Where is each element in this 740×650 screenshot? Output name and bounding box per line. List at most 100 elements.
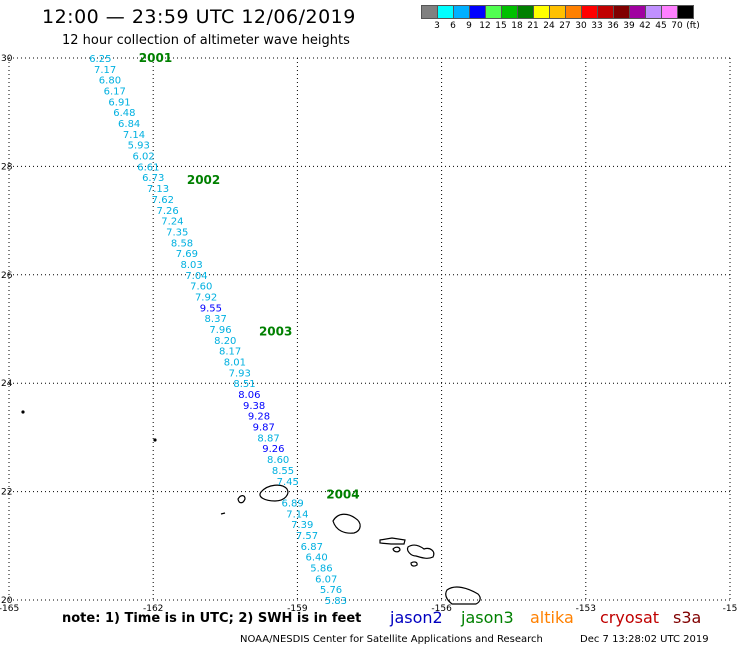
wave-height-color-scale: 3 6 9 12 15 18 21 24 27 30 33 36 39 42 45 70 (ft) <box>421 5 740 33</box>
island-maui <box>406 544 435 559</box>
swh-value: 7.39 <box>291 520 313 531</box>
scale-label: 21 <box>527 21 539 31</box>
map-subtitle: 12 hour collection of altimeter wave hei… <box>62 33 350 48</box>
scale-swatches <box>421 5 740 19</box>
lon-tick-label: -153 <box>576 604 596 614</box>
swh-value: 8.20 <box>214 336 236 347</box>
island-molokai <box>379 537 406 545</box>
swh-value: 6.02 <box>132 152 154 163</box>
swh-value: 8.03 <box>181 260 203 271</box>
swh-value: 8.87 <box>257 433 279 444</box>
swh-value: 9.55 <box>200 303 222 314</box>
lat-tick-label: 24 <box>1 379 13 389</box>
scale-label: (ft) <box>686 21 700 31</box>
island-oahu <box>332 513 361 534</box>
satellite-name: altika <box>530 608 574 627</box>
scale-label: 70 <box>671 21 683 31</box>
swh-value: 7.62 <box>152 195 174 206</box>
swh-value: 9.38 <box>243 401 265 412</box>
island-nihoa <box>220 512 226 515</box>
footer-note: note: 1) Time is in UTC; 2) SWH is in fe… <box>62 611 362 626</box>
map-title: 12:00 — 23:59 UTC 12/06/2019 <box>42 6 356 28</box>
swh-value: 7.13 <box>147 184 169 195</box>
scale-label: 3 <box>434 21 440 31</box>
swh-value: 7.35 <box>166 227 188 238</box>
scale-label: 27 <box>559 21 571 31</box>
swh-value: 6.73 <box>142 173 164 184</box>
satellite-name: cryosat <box>600 608 660 627</box>
swh-value: 6.48 <box>113 108 135 119</box>
scale-label: 33 <box>591 21 603 31</box>
swh-value: 6.87 <box>301 542 323 553</box>
swh-value: 7.14 <box>123 130 145 141</box>
scale-label: 45 <box>655 21 667 31</box>
swh-value: 5.83 <box>325 596 347 607</box>
swh-value: 6.89 <box>281 498 303 509</box>
hawaiian-islands <box>21 410 481 605</box>
swh-value: 7.04 <box>185 271 207 282</box>
lat-tick-label: 30 <box>1 54 13 64</box>
scale-label: 24 <box>543 21 555 31</box>
swh-value: 6.07 <box>315 574 337 585</box>
lon-tick-label: -159 <box>287 604 308 614</box>
swh-value: 8.55 <box>272 466 294 477</box>
lat-tick-label: 26 <box>1 271 13 281</box>
lat-tick-label: 20 <box>1 596 13 606</box>
swh-value: 7.93 <box>229 368 251 379</box>
swh-value: 6.25 <box>89 54 111 65</box>
lat-tick-label: 22 <box>1 488 12 498</box>
swh-value: 8.17 <box>219 347 241 358</box>
lon-tick-label: -15 <box>723 604 738 614</box>
swh-value: 7.60 <box>190 282 212 293</box>
satellite-name: s3a <box>673 608 702 627</box>
swh-value: 9.28 <box>248 412 270 423</box>
swh-value: 7.26 <box>156 206 178 217</box>
time-label: 2001 <box>139 51 172 65</box>
altimeter-track: 6.257.176.806.176.916.486.847.145.936.02… <box>89 54 347 607</box>
generated-date: Dec 7 13:28:02 UTC 2019 <box>580 634 709 645</box>
swh-value: 5.76 <box>320 585 342 596</box>
swh-value: 5.86 <box>310 563 332 574</box>
swh-value: 7.17 <box>94 65 116 76</box>
swh-value: 9.87 <box>253 423 275 434</box>
scale-swatch <box>677 5 694 19</box>
lon-tick-label: -156 <box>431 604 452 614</box>
satellite-name: jason3 <box>461 608 514 627</box>
scale-labels: 3 6 9 12 15 18 21 24 27 30 33 36 39 42 45 70 (ft) <box>421 19 740 33</box>
swh-value: 6.91 <box>108 97 130 108</box>
swh-value: 7.96 <box>209 325 231 336</box>
island-dot-west <box>21 410 25 414</box>
swh-value: 8.58 <box>171 238 193 249</box>
swh-value: 9.26 <box>262 444 284 455</box>
scale-label: 12 <box>479 21 491 31</box>
scale-label: 15 <box>495 21 507 31</box>
scale-label: 42 <box>639 21 651 31</box>
swh-value: 6.84 <box>118 119 140 130</box>
swh-value: 7.57 <box>296 531 318 542</box>
island-kahoolawe <box>410 561 418 567</box>
scale-label: 30 <box>575 21 587 31</box>
lat-lon-grid: -165 -162 -159 -156 -153 -15 30 28 26 24 22 20 <box>0 54 737 614</box>
scale-label: 6 <box>450 21 456 31</box>
swh-value: 7.24 <box>161 217 183 228</box>
time-label: 2002 <box>187 173 220 187</box>
swh-value: 6.17 <box>104 87 126 98</box>
swh-value: 8.60 <box>267 455 289 466</box>
swh-value: 7.92 <box>195 292 217 303</box>
swh-value: 8.01 <box>224 358 246 369</box>
swh-value: 7.69 <box>176 249 198 260</box>
satellite-name: jason2 <box>390 608 443 627</box>
swh-value: 8.51 <box>233 379 255 390</box>
scale-label: 39 <box>623 21 635 31</box>
scale-label: 18 <box>511 21 523 31</box>
swh-value: 6.40 <box>305 553 327 564</box>
scale-label: 36 <box>607 21 619 31</box>
lon-tick-label: -162 <box>143 604 163 614</box>
lat-tick-label: 28 <box>1 162 13 172</box>
swh-value: 5.93 <box>128 141 150 152</box>
island-lanai <box>392 546 401 553</box>
swh-value: 7.45 <box>277 477 299 488</box>
swh-value: 6.61 <box>137 162 159 173</box>
swh-value: 8.06 <box>238 390 260 401</box>
